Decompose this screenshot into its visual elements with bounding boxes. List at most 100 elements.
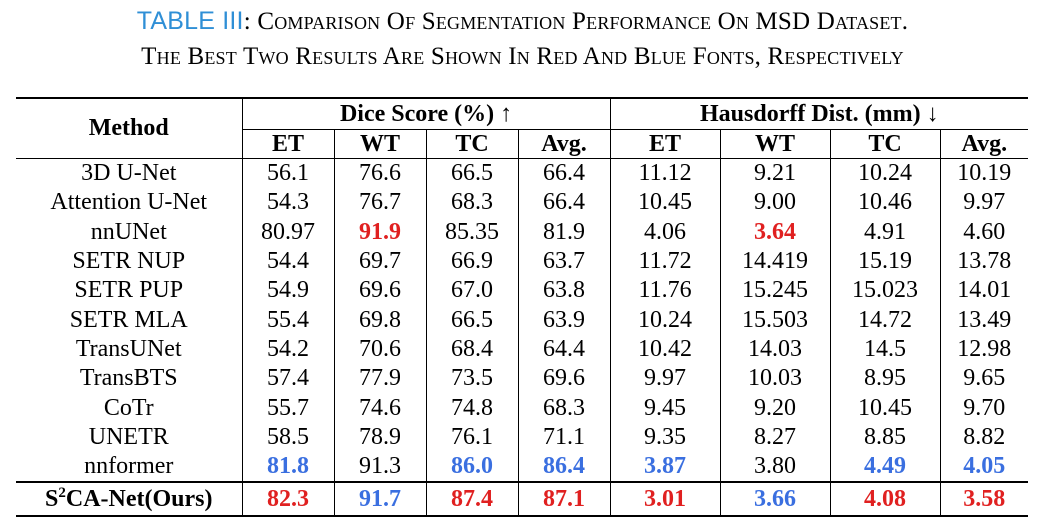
value-cell: 86.4 <box>518 452 610 482</box>
method-cell: SETR MLA <box>16 305 242 334</box>
value-cell: 58.5 <box>242 423 334 452</box>
value-cell: 63.8 <box>518 276 610 305</box>
value-cell: 15.19 <box>830 247 940 276</box>
method-cell: TransBTS <box>16 364 242 393</box>
value-cell: 56.1 <box>242 159 334 189</box>
value-cell: 14.419 <box>720 247 830 276</box>
results-table: Method Dice Score (%) ↑ Hausdorff Dist. … <box>16 97 1028 517</box>
value-cell: 57.4 <box>242 364 334 393</box>
value-cell: 12.98 <box>940 335 1028 364</box>
value-cell: 69.6 <box>518 364 610 393</box>
method-cell: nnUNet <box>16 218 242 247</box>
value-cell: 69.7 <box>334 247 426 276</box>
value-cell: 9.45 <box>610 393 720 422</box>
table-row: SETR MLA 55.4 69.8 66.5 63.9 10.24 15.50… <box>16 305 1028 334</box>
value-cell: 10.45 <box>610 188 720 217</box>
value-cell: 3.01 <box>610 482 720 516</box>
method-superscript: 2 <box>58 485 66 501</box>
caption-title: : Comparison Of Segmentation Performance… <box>244 8 908 35</box>
value-cell: 10.46 <box>830 188 940 217</box>
table-row: UNETR 58.5 78.9 76.1 71.1 9.35 8.27 8.85… <box>16 423 1028 452</box>
value-cell: 68.3 <box>518 393 610 422</box>
table-row: CoTr 55.7 74.6 74.8 68.3 9.45 9.20 10.45… <box>16 393 1028 422</box>
value-cell: 81.9 <box>518 218 610 247</box>
table-row: nnformer 81.8 91.3 86.0 86.4 3.87 3.80 4… <box>16 452 1028 482</box>
table-row: TransBTS 57.4 77.9 73.5 69.6 9.97 10.03 … <box>16 364 1028 393</box>
value-cell: 77.9 <box>334 364 426 393</box>
value-cell: 10.45 <box>830 393 940 422</box>
method-cell: UNETR <box>16 423 242 452</box>
header-group-row: Method Dice Score (%) ↑ Hausdorff Dist. … <box>16 98 1028 130</box>
value-cell: 71.1 <box>518 423 610 452</box>
value-cell: 15.023 <box>830 276 940 305</box>
value-cell: 67.0 <box>426 276 518 305</box>
value-cell: 86.0 <box>426 452 518 482</box>
value-cell: 15.245 <box>720 276 830 305</box>
method-prefix: S <box>45 486 58 512</box>
value-cell: 10.03 <box>720 364 830 393</box>
value-cell: 14.01 <box>940 276 1028 305</box>
value-cell: 10.19 <box>940 159 1028 189</box>
value-cell: 87.4 <box>426 482 518 516</box>
value-cell: 4.49 <box>830 452 940 482</box>
table-row: 3D U-Net 56.1 76.6 66.5 66.4 11.12 9.21 … <box>16 159 1028 189</box>
value-cell: 74.8 <box>426 393 518 422</box>
value-cell: 3.58 <box>940 482 1028 516</box>
value-cell: 4.08 <box>830 482 940 516</box>
value-cell: 10.24 <box>610 305 720 334</box>
subcol-hd-et: ET <box>610 130 720 159</box>
value-cell: 10.24 <box>830 159 940 189</box>
value-cell: 66.9 <box>426 247 518 276</box>
value-cell: 9.21 <box>720 159 830 189</box>
table-row: nnUNet 80.97 91.9 85.35 81.9 4.06 3.64 4… <box>16 218 1028 247</box>
value-cell: 63.9 <box>518 305 610 334</box>
subcol-dice-tc: TC <box>426 130 518 159</box>
value-cell: 11.76 <box>610 276 720 305</box>
value-cell: 9.35 <box>610 423 720 452</box>
value-cell: 66.5 <box>426 305 518 334</box>
table-label: TABLE III <box>137 7 244 35</box>
value-cell: 4.06 <box>610 218 720 247</box>
value-cell: 73.5 <box>426 364 518 393</box>
table-row: SETR NUP 54.4 69.7 66.9 63.7 11.72 14.41… <box>16 247 1028 276</box>
value-cell: 3.87 <box>610 452 720 482</box>
value-cell: 69.8 <box>334 305 426 334</box>
value-cell: 54.9 <box>242 276 334 305</box>
value-cell: 87.1 <box>518 482 610 516</box>
value-cell: 74.6 <box>334 393 426 422</box>
value-cell: 8.27 <box>720 423 830 452</box>
subcol-dice-avg: Avg. <box>518 130 610 159</box>
value-cell: 15.503 <box>720 305 830 334</box>
value-cell: 76.7 <box>334 188 426 217</box>
method-suffix: CA-Net(Ours) <box>66 486 213 512</box>
value-cell: 9.00 <box>720 188 830 217</box>
value-cell: 55.7 <box>242 393 334 422</box>
value-cell: 9.70 <box>940 393 1028 422</box>
subcol-dice-wt: WT <box>334 130 426 159</box>
value-cell: 70.6 <box>334 335 426 364</box>
hausdorff-header: Hausdorff Dist. (mm) ↓ <box>610 98 1028 130</box>
table-row-ours: S2CA-Net(Ours) 82.3 91.7 87.4 87.1 3.01 … <box>16 482 1028 516</box>
value-cell: 8.82 <box>940 423 1028 452</box>
value-cell: 3.64 <box>720 218 830 247</box>
value-cell: 66.4 <box>518 188 610 217</box>
method-cell: CoTr <box>16 393 242 422</box>
value-cell: 4.91 <box>830 218 940 247</box>
value-cell: 13.78 <box>940 247 1028 276</box>
dice-score-header: Dice Score (%) ↑ <box>242 98 610 130</box>
value-cell: 9.65 <box>940 364 1028 393</box>
value-cell: 13.49 <box>940 305 1028 334</box>
value-cell: 3.80 <box>720 452 830 482</box>
value-cell: 14.03 <box>720 335 830 364</box>
subcol-hd-wt: WT <box>720 130 830 159</box>
value-cell: 76.1 <box>426 423 518 452</box>
value-cell: 85.35 <box>426 218 518 247</box>
table-caption-line-1: TABLE III: Comparison Of Segmentation Pe… <box>0 4 1045 39</box>
value-cell: 14.5 <box>830 335 940 364</box>
value-cell: 78.9 <box>334 423 426 452</box>
value-cell: 8.95 <box>830 364 940 393</box>
value-cell: 91.7 <box>334 482 426 516</box>
value-cell: 9.97 <box>940 188 1028 217</box>
method-cell: SETR PUP <box>16 276 242 305</box>
value-cell: 14.72 <box>830 305 940 334</box>
